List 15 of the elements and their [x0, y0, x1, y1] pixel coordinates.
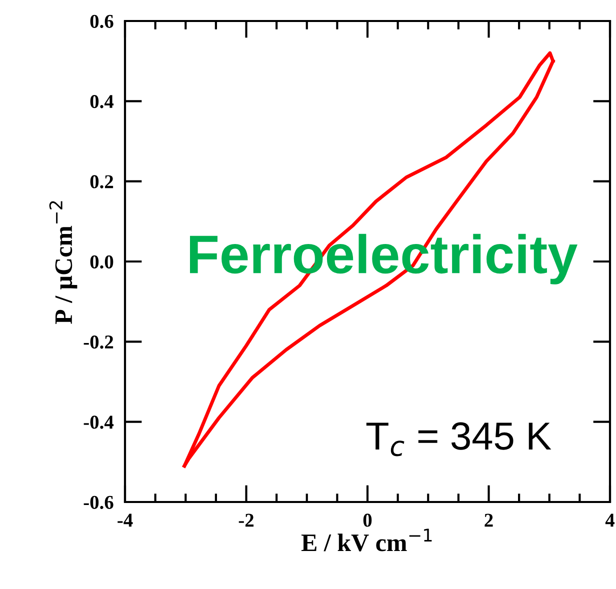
- x-tick-label: 0: [363, 514, 372, 527]
- x-axis-title: E / kV cm$^{−1}$: [301, 528, 432, 552]
- y-tick-label: 0.4: [90, 94, 114, 108]
- y-axis-title: P / μCcm$^{−2}$: [49, 201, 78, 324]
- x-tick-label: 2: [484, 514, 493, 527]
- annotation: T$_{c}$ = 345 K: [366, 422, 552, 456]
- y-tick-label: -0.4: [84, 416, 114, 429]
- y-tick-label: 0.0: [90, 255, 114, 269]
- y-tick-label: -0.2: [84, 335, 114, 349]
- y-tick-label: 0.2: [90, 175, 114, 188]
- x-tick-label: -2: [238, 514, 254, 527]
- y-tick-label: -0.6: [84, 496, 114, 510]
- y-tick-label: 0.6: [90, 14, 114, 28]
- x-tick-label: -4: [118, 514, 133, 527]
- x-tick-label: 4: [605, 514, 614, 527]
